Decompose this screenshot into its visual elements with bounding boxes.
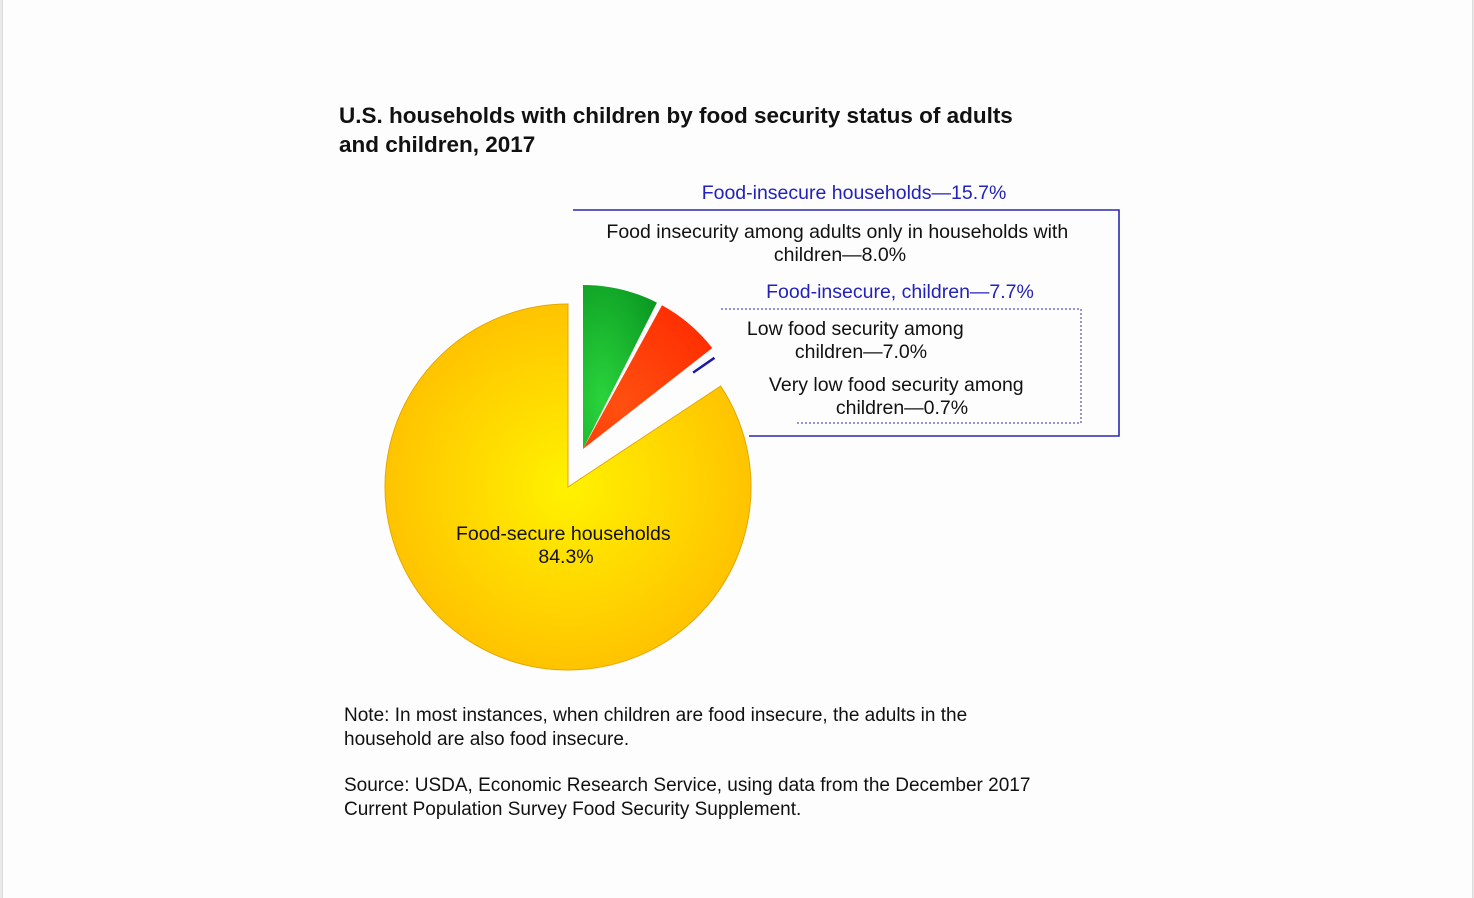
very-low-children-label: Very low food security among children—0.… — [769, 374, 1029, 419]
slice-adults-only — [583, 285, 657, 449]
chart-title: U.S. households with children by food se… — [339, 101, 1139, 159]
adults-only-label: Food insecurity among adults only in hou… — [606, 221, 1073, 266]
food-secure-label-line-2: 84.3% — [538, 546, 593, 568]
food-secure-label-line-1: Food-secure households — [456, 523, 671, 545]
pie-chart: Food-insecure households—15.7% Food-inse… — [384, 182, 1120, 671]
chart-source-line-1: Source: USDA, Economic Research Service,… — [344, 775, 1031, 796]
adults-only-label-line-1: Food insecurity among adults only in hou… — [606, 221, 1068, 243]
low-children-label-line-1: Low food security among — [747, 318, 964, 340]
chart-note-line-1: Note: In most instances, when children a… — [344, 705, 968, 726]
chart-note-line-2: household are also food insecure. — [344, 728, 630, 750]
low-children-label: Low food security among children—7.0% — [747, 318, 969, 363]
chart-source: Source: USDA, Economic Research Service,… — [344, 774, 1144, 821]
low-children-label-line-2: children—7.0% — [795, 341, 927, 363]
food-insecure-group-label: Food-insecure households—15.7% — [702, 182, 1007, 204]
food-insecure-bracket — [573, 209, 1120, 437]
slice-food-secure — [384, 303, 752, 671]
adults-only-label-line-2: children—8.0% — [774, 244, 906, 266]
food-secure-label: Food-secure households 84.3% — [456, 523, 676, 568]
slice-low-children — [583, 305, 713, 449]
very-low-children-label-line-1: Very low food security among — [769, 374, 1024, 396]
chart-source-line-2: Current Population Survey Food Security … — [344, 798, 802, 820]
insecure-children-bracket — [721, 308, 1082, 424]
insecure-children-group-label: Food-insecure, children—7.7% — [766, 281, 1034, 303]
slice-very-low-children — [692, 356, 716, 374]
chart-note: Note: In most instances, when children a… — [344, 704, 1144, 751]
chart-title-line-2: and children, 2017 — [339, 132, 536, 157]
very-low-children-label-line-2: children—0.7% — [836, 397, 968, 419]
chart-title-line-1: U.S. households with children by food se… — [339, 103, 1013, 128]
pie-slices — [384, 285, 752, 671]
